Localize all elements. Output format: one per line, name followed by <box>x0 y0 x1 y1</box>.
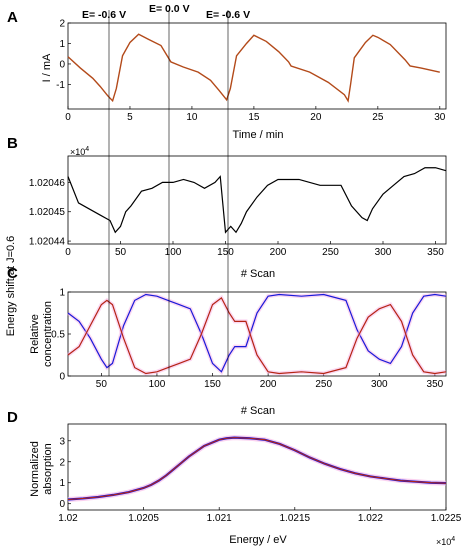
panel-letter-c: C <box>7 265 18 282</box>
x-tick-label: 1.0215 <box>280 513 311 524</box>
y-tick-label: 1 <box>59 478 65 489</box>
panel-a: 0 5 10 15 20 25 30 -1 0 1 2 <box>56 19 447 123</box>
y-tick-label: 2 <box>59 19 65 30</box>
panel-b-multiplier: ×104 <box>70 146 89 157</box>
panel-d: 1.02 1.0205 1.021 1.0215 1.022 1.0225 0 1 2 3 <box>58 423 462 524</box>
panel-a-xlabel: Time / min <box>233 129 284 141</box>
panel-d-multiplier: ×104 <box>436 536 455 547</box>
x-tick-label: 350 <box>427 379 444 390</box>
y-tick-label: 0.5 <box>51 330 65 341</box>
panel-b-xlabel: # Scan <box>241 268 275 280</box>
annotation-2: E= 0.0 V <box>149 3 190 15</box>
annotation-1: E= -0.6 V <box>82 9 126 21</box>
y-tick-label: 2 <box>59 457 65 468</box>
panel-c-ylabel-line1: Relative <box>29 314 41 354</box>
x-tick-label: 50 <box>115 247 127 258</box>
shared-y-label: Energy shift at J=0.6 <box>5 236 17 337</box>
y-tick-label: 1.02045 <box>29 207 66 218</box>
x-tick-label: 200 <box>270 247 287 258</box>
panel-d-xlabel: Energy / eV <box>229 534 287 546</box>
x-tick-label: 100 <box>165 247 182 258</box>
panel-c-xlabel: # Scan <box>241 405 275 417</box>
x-tick-label: 250 <box>315 379 332 390</box>
y-tick-label: 1.02044 <box>29 237 66 248</box>
x-tick-label: 0 <box>65 112 71 123</box>
x-tick-label: 200 <box>260 379 277 390</box>
panel-d-ylabel-line2: absorption <box>42 443 54 494</box>
panel-b: 0 50 100 150 200 250 300 350 1.02044 1.02045 1.020… <box>29 155 447 258</box>
y-tick-label: 3 <box>59 436 65 447</box>
panel-b-frame <box>67 155 447 245</box>
x-tick-label: 150 <box>204 379 221 390</box>
x-tick-label: 1.0225 <box>431 513 462 524</box>
panel-a-frame <box>67 22 447 110</box>
y-tick-label: 1 <box>59 39 65 50</box>
y-tick-label: 0 <box>59 372 65 383</box>
current-trace <box>67 33 440 103</box>
x-tick-label: 250 <box>322 247 339 258</box>
y-tick-label: 1.02046 <box>29 178 66 189</box>
panel-c: 50 100 150 200 250 300 350 0 0.5 1 <box>51 288 447 390</box>
y-tick-label: 1 <box>59 288 65 299</box>
y-tick-label: -1 <box>56 80 65 91</box>
x-tick-label: 300 <box>371 379 388 390</box>
panel-letter-d: D <box>7 409 18 426</box>
panel-d-ylabel-line1: Normalized <box>29 441 41 497</box>
x-tick-label: 25 <box>372 112 384 123</box>
x-tick-label: 20 <box>310 112 322 123</box>
x-tick-label: 350 <box>427 247 444 258</box>
x-tick-label: 300 <box>375 247 392 258</box>
annotation-3: E= -0.6 V <box>206 9 250 21</box>
absorption-band <box>67 435 447 503</box>
x-tick-label: 5 <box>127 112 133 123</box>
absorption-trace-red <box>67 437 447 501</box>
x-tick-label: 1.021 <box>207 513 232 524</box>
x-tick-label: 10 <box>186 112 198 123</box>
y-tick-label: 0 <box>59 59 65 70</box>
x-tick-label: 30 <box>434 112 446 123</box>
y-tick-label: 0 <box>59 499 65 510</box>
x-tick-label: 1.0205 <box>128 513 159 524</box>
panel-c-ylabel-line2: concentration <box>42 301 54 367</box>
concentration-trace-red <box>67 296 447 375</box>
x-tick-label: 15 <box>248 112 260 123</box>
x-tick-label: 100 <box>149 379 166 390</box>
overlay <box>108 10 229 376</box>
panel-letter-b: B <box>7 135 18 152</box>
panel-d-frame <box>67 423 447 511</box>
x-tick-label: 1.022 <box>358 513 383 524</box>
panel-letter-a: A <box>7 9 18 26</box>
absorption-trace-blue <box>67 436 447 501</box>
x-tick-label: 0 <box>65 247 71 258</box>
energy-shift-trace <box>67 167 447 234</box>
x-tick-label: 1.02 <box>58 513 78 524</box>
x-tick-label: 50 <box>96 379 108 390</box>
x-tick-label: 150 <box>217 247 234 258</box>
panel-a-ylabel: I / mA <box>41 53 53 82</box>
concentration-trace-blue <box>67 293 447 373</box>
